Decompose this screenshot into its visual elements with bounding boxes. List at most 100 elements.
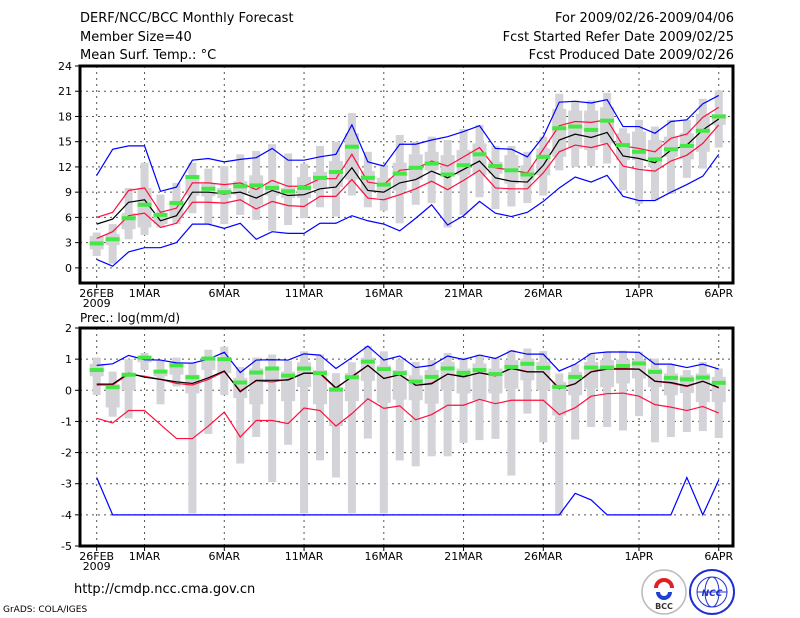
median-marker: [313, 371, 327, 376]
ensemble-whisker: [635, 119, 643, 204]
ensemble-whisker: [666, 365, 675, 437]
plot-frame: [78, 64, 735, 285]
median-marker: [185, 175, 200, 180]
ensemble-box: [600, 107, 615, 144]
ensemble-box: [440, 361, 455, 391]
median-marker: [281, 373, 296, 378]
median-marker: [217, 190, 232, 195]
ensemble-box: [456, 150, 471, 176]
ensemble-box: [217, 357, 232, 374]
median-marker: [536, 154, 551, 159]
median-marker: [137, 355, 152, 360]
median-marker: [456, 370, 471, 375]
ensemble-box: [328, 387, 343, 427]
ensemble-box: [201, 357, 216, 371]
median-marker: [233, 184, 248, 189]
y-tick-label: 0: [65, 384, 72, 397]
median-marker: [663, 375, 678, 380]
median-marker: [520, 361, 535, 366]
ensemble-whisker: [236, 366, 245, 464]
median-marker: [632, 149, 646, 154]
median-marker: [584, 365, 599, 370]
ensemble-whisker: [619, 350, 628, 431]
ensemble-whisker: [300, 351, 309, 514]
median-marker: [440, 366, 455, 371]
x-tick-label: 1MAR: [129, 550, 161, 563]
lower-spread-line: [96, 124, 720, 239]
source-url: http://cmdp.ncc.cma.gov.cn: [74, 582, 256, 597]
fcst-produced-date: Fcst Produced Date 2009/02/26: [528, 48, 734, 63]
median-marker: [201, 186, 216, 191]
median-marker: [536, 365, 551, 370]
median-marker: [679, 377, 694, 382]
ensemble-whisker: [347, 362, 356, 514]
ensemble-whisker: [427, 360, 436, 457]
grads-credit: GrADS: COLA/IGES: [3, 605, 88, 615]
median-marker: [711, 380, 726, 385]
x-tick-label: 16MAR: [364, 287, 403, 300]
ensemble-whisker: [587, 352, 596, 428]
ensemble-whisker: [443, 140, 452, 228]
median-marker: [392, 171, 407, 176]
median-marker: [281, 189, 296, 194]
median-marker: [552, 126, 567, 131]
median-marker: [217, 357, 232, 362]
y-tick-label: 3: [65, 237, 72, 250]
y-tick-label: 24: [58, 60, 72, 73]
median-marker: [600, 118, 615, 123]
y-tick-label: -2: [61, 447, 72, 460]
ensemble-box: [328, 161, 343, 188]
ensemble-whisker: [411, 361, 420, 467]
ensemble-whisker: [555, 373, 564, 515]
median-marker: [121, 372, 136, 377]
ensemble-whisker: [204, 349, 213, 434]
y-tick-label: 21: [58, 85, 72, 98]
y-tick-label: -1: [61, 415, 72, 428]
bcc-logo-text: BCC: [655, 602, 673, 611]
y-tick-label: 9: [65, 186, 72, 199]
x-tick-label: 21MAR: [444, 287, 483, 300]
ensemble-box: [185, 374, 200, 394]
ensemble-box: [504, 360, 519, 389]
median-marker: [169, 363, 184, 368]
median-marker: [376, 367, 391, 372]
ensemble-whisker: [379, 351, 388, 514]
x-tick-label: 6MAR: [208, 550, 240, 563]
y-tick-label: 0: [65, 262, 72, 275]
median-marker: [328, 169, 343, 174]
x-tick-label: 6APR: [704, 550, 733, 563]
y-tick-label: 1: [65, 353, 72, 366]
ensemble-box: [344, 373, 359, 402]
median-marker: [647, 369, 662, 374]
median-marker: [360, 359, 375, 364]
median-marker: [504, 364, 519, 369]
ensemble-whisker: [459, 357, 468, 443]
median-marker: [249, 370, 264, 375]
ensemble-whisker: [491, 357, 500, 439]
ensemble-box: [313, 370, 327, 405]
member-size: Member Size=40: [80, 30, 192, 45]
median-marker: [153, 369, 168, 374]
median-marker: [616, 143, 631, 148]
median-marker: [297, 366, 312, 371]
ensemble-box: [568, 110, 583, 149]
mean-line: [96, 364, 719, 393]
median-marker: [153, 212, 168, 217]
ensemble-whisker: [316, 354, 324, 461]
y-tick-label: 15: [58, 136, 72, 149]
ensemble-box: [600, 360, 615, 388]
median-marker: [360, 175, 375, 180]
x-tick-label: 6MAR: [208, 287, 240, 300]
plot-frame: [78, 326, 735, 548]
x-tick-label: 6APR: [704, 287, 733, 300]
x-tick-label: 26MAR: [524, 550, 563, 563]
max-line: [96, 345, 719, 374]
ensemble-box: [472, 363, 487, 401]
ensemble-box: [695, 113, 710, 152]
ensemble-box: [695, 373, 710, 403]
bcc-logo: BCC: [641, 569, 687, 615]
median-marker: [424, 374, 439, 379]
